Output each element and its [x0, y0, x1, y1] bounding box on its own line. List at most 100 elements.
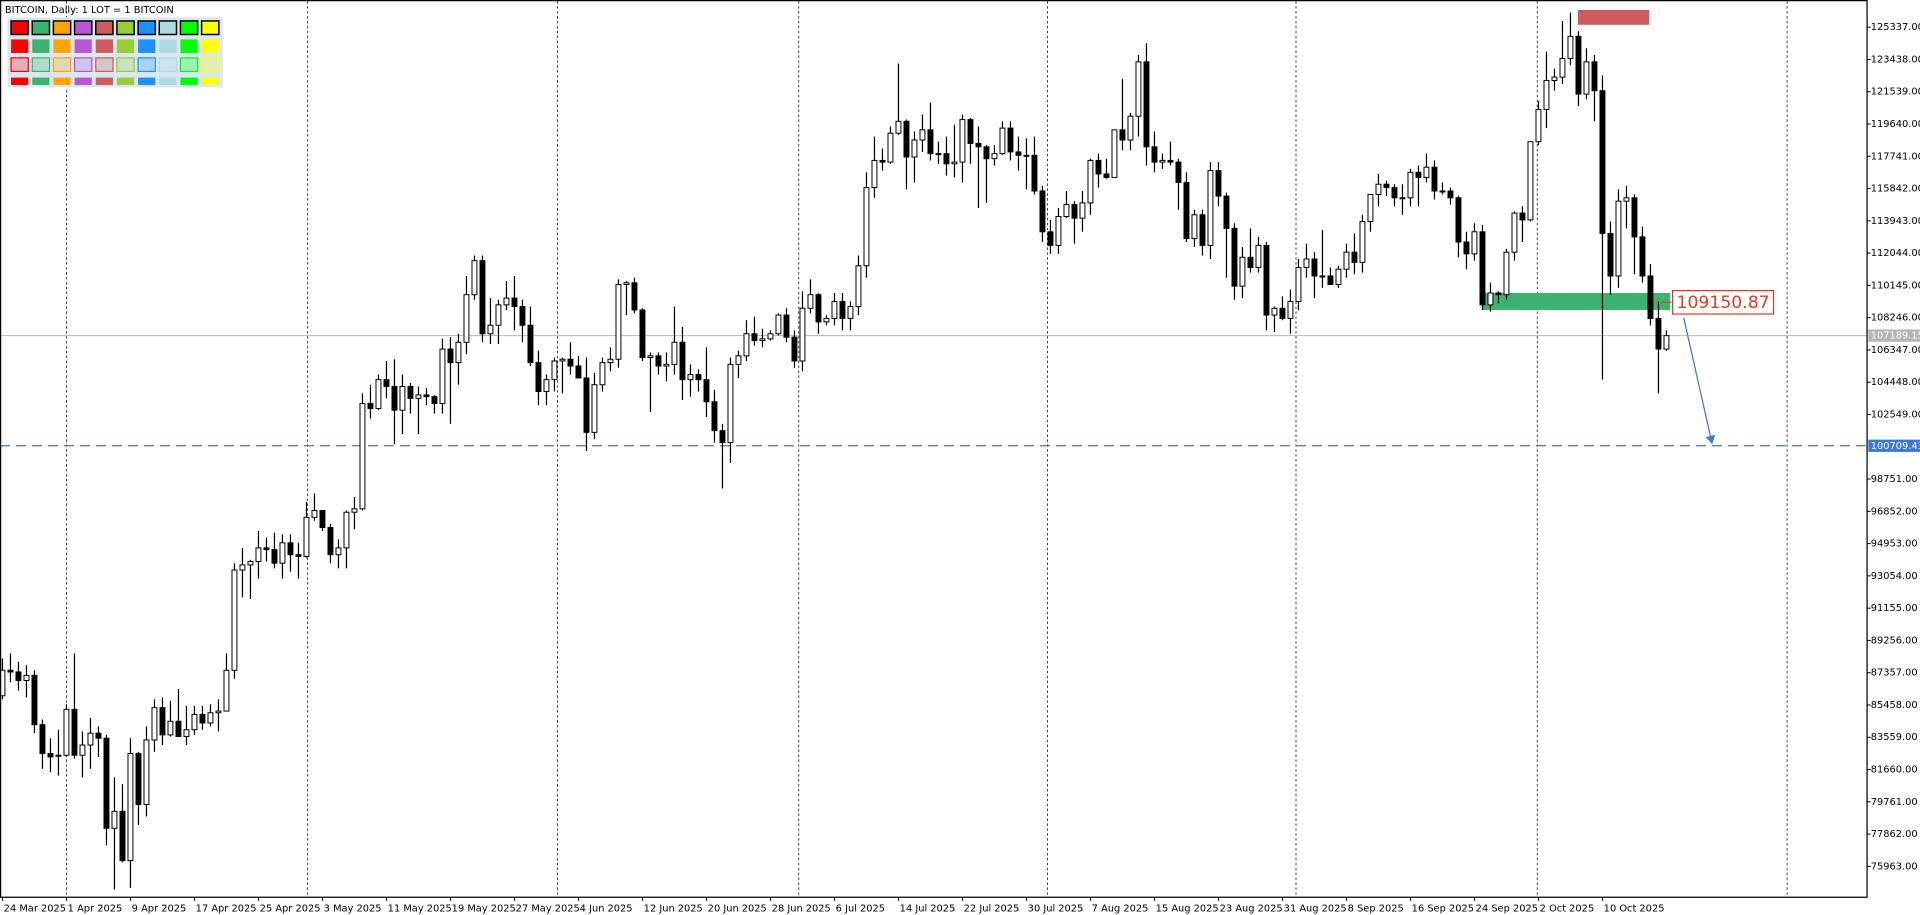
plot-frame — [0, 0, 1868, 898]
candle-body — [1255, 244, 1262, 268]
zones — [1481, 9, 1671, 310]
swatch-outlined — [179, 20, 199, 36]
entry-label: 109150.87 — [1677, 293, 1770, 313]
price-lines — [0, 335, 1868, 447]
swatch-light — [95, 57, 114, 73]
swatch-light — [200, 57, 220, 73]
x-tick-label: 24 Sep 2025 — [1476, 903, 1538, 914]
y-tick-label: 113943.00 — [1871, 216, 1920, 227]
y-tick-label: 87357.00 — [1871, 668, 1918, 679]
swatch-flat — [95, 39, 113, 53]
swatch-outlined — [116, 20, 135, 36]
swatch-outlined — [73, 20, 93, 36]
candle-body — [575, 365, 582, 379]
candle-body — [495, 304, 502, 326]
candle-body — [127, 753, 134, 862]
candle-body — [327, 527, 334, 556]
candle-body — [1479, 231, 1486, 306]
swatch-outlined — [31, 20, 51, 36]
candle-body — [1351, 251, 1358, 263]
candles — [0, 12, 1670, 890]
candle-body — [1007, 127, 1014, 153]
candle-body — [263, 547, 270, 551]
y-tick-label: 123438.00 — [1871, 54, 1920, 65]
swatch-bar — [11, 77, 29, 85]
y-tick-label: 91155.00 — [1871, 603, 1918, 614]
candle-body — [1343, 251, 1350, 270]
x-tick-label: 20 Jun 2025 — [708, 903, 767, 914]
swatch-light — [31, 57, 51, 73]
candle-body — [999, 127, 1006, 155]
candle-body — [159, 707, 166, 736]
candle-body — [1335, 268, 1342, 285]
candle-body — [247, 561, 254, 566]
candle-body — [911, 139, 918, 158]
candle-body — [1359, 221, 1366, 263]
candle-body — [607, 358, 614, 364]
candle-body — [1631, 197, 1638, 238]
candle-body — [447, 348, 454, 364]
candle-body — [295, 554, 302, 557]
price-zone — [1481, 292, 1671, 310]
candle-body — [863, 187, 870, 267]
candle-body — [783, 314, 790, 338]
candle-body — [847, 306, 854, 319]
candle-body — [1207, 170, 1214, 246]
x-tick-label: 15 Aug 2025 — [1156, 903, 1219, 914]
candle-body — [951, 161, 958, 165]
candle-body — [1063, 204, 1070, 217]
candle-body — [1295, 266, 1302, 302]
candle-body — [183, 729, 190, 738]
candle-body — [239, 564, 246, 571]
time-axis: 24 Mar 2025 1 Apr 2025 9 Apr 2025 17 Apr 20… — [1, 897, 1664, 914]
swatch-outlined — [158, 20, 178, 36]
candle-body — [871, 159, 878, 189]
candle-body — [1287, 300, 1294, 319]
candle-body — [79, 744, 86, 756]
x-tick-label: 12 Jun 2025 — [644, 903, 703, 914]
candle-body — [1551, 76, 1558, 82]
candle-body — [543, 379, 550, 393]
x-tick-label: 31 Aug 2025 — [1284, 903, 1347, 914]
candle-body — [1647, 275, 1654, 319]
x-tick-label: 22 Jul 2025 — [964, 903, 1020, 914]
candle-body — [1191, 214, 1198, 240]
candle-body — [1599, 90, 1606, 234]
candle-body — [1591, 61, 1598, 92]
candle-body — [351, 508, 358, 513]
swatch-bar — [74, 77, 92, 85]
candle-body — [695, 374, 702, 381]
candle-body — [1215, 170, 1222, 197]
candle-body — [1615, 200, 1622, 277]
candle-body — [1303, 258, 1310, 268]
candle-body — [1399, 197, 1406, 200]
chart-title: BITCOIN, Daily: 1 LOT = 1 BITCOIN — [5, 5, 174, 16]
candle-body — [255, 547, 262, 562]
candle-body — [671, 341, 678, 365]
candle-body — [791, 336, 798, 362]
candle-body — [1623, 197, 1630, 202]
x-tick-label: 11 May 2025 — [388, 903, 452, 914]
y-tick-label: 125337.00 — [1871, 22, 1920, 33]
candle-body — [1175, 161, 1182, 183]
candle-body — [1543, 80, 1550, 110]
candle-body — [727, 363, 734, 444]
candle-body — [1263, 244, 1270, 316]
x-tick-label: 3 May 2025 — [324, 903, 382, 914]
swatch-outlined — [137, 20, 157, 36]
candle-body — [647, 355, 654, 359]
candle-body — [1519, 212, 1526, 221]
candle-body — [343, 511, 350, 549]
candle-body — [903, 120, 910, 158]
target-badge — [1868, 439, 1920, 452]
candle-body — [1375, 183, 1382, 195]
candle-body — [1423, 166, 1430, 178]
candle-body — [199, 713, 206, 724]
x-tick-label: 2 Oct 2025 — [1540, 903, 1595, 914]
y-tick-label: 77862.00 — [1871, 829, 1918, 840]
candle-body — [487, 324, 494, 335]
candle-body — [207, 712, 214, 724]
target-label: 100709.43 — [1871, 441, 1920, 452]
candle-body — [103, 737, 110, 829]
